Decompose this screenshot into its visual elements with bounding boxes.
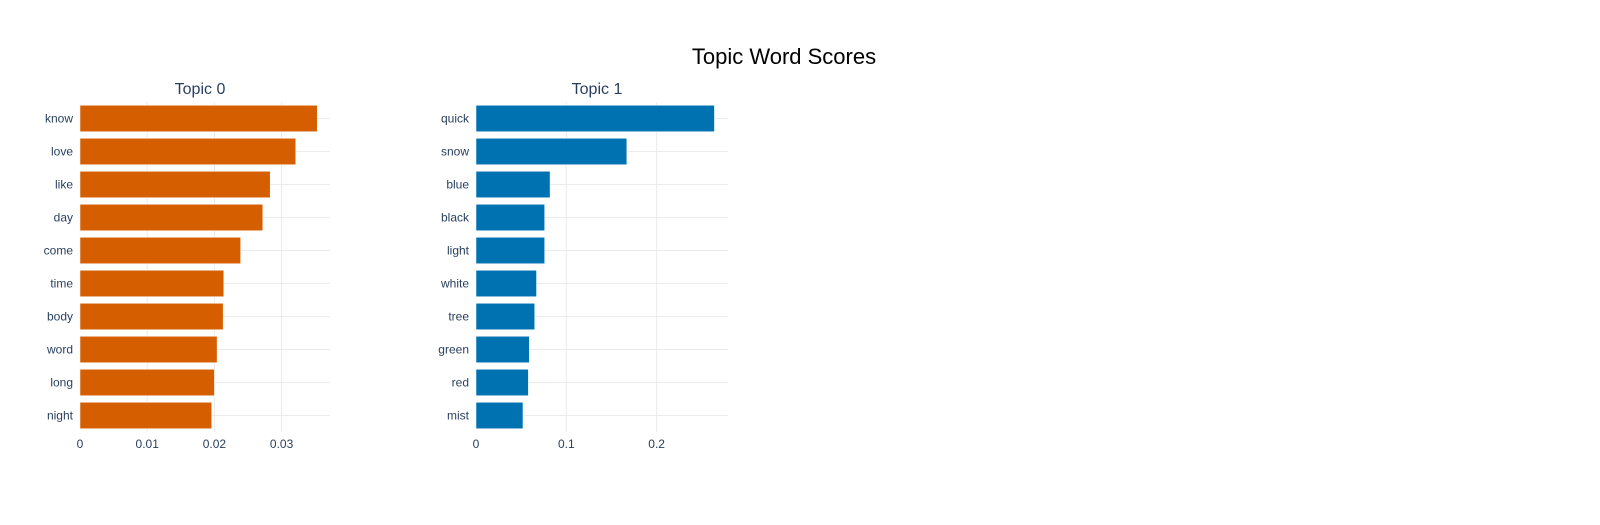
bar-white[interactable] [475, 270, 537, 297]
y-tick-label: day [54, 211, 73, 225]
bar-green[interactable] [475, 336, 530, 363]
chart-title: Topic Word Scores [692, 44, 876, 69]
y-tick-label: like [55, 178, 73, 192]
x-tick-label: 0.03 [270, 437, 294, 451]
bar-black[interactable] [475, 204, 545, 231]
bar-snow[interactable] [475, 138, 628, 165]
bar-like[interactable] [79, 171, 271, 198]
y-tick-label: long [50, 376, 73, 390]
bar-tree[interactable] [475, 303, 535, 330]
x-tick-label: 0 [473, 437, 480, 451]
x-tick-label: 0 [77, 437, 84, 451]
bar-long[interactable] [79, 369, 215, 396]
y-tick-label: love [51, 145, 73, 159]
y-tick-label: come [44, 244, 74, 258]
x-tick-label: 0.2 [648, 437, 665, 451]
bar-day[interactable] [79, 204, 264, 231]
subplot-title: Topic 0 [175, 81, 226, 98]
y-tick-label: word [46, 343, 73, 357]
bar-blue[interactable] [475, 171, 551, 198]
x-tick-label: 0.1 [558, 437, 575, 451]
bar-night[interactable] [79, 402, 212, 429]
y-tick-label: white [440, 277, 469, 291]
bar-know[interactable] [79, 105, 318, 132]
subplot-topic-1: Topic 1 quick snow blue black light white tree g… [438, 81, 728, 451]
bar-love[interactable] [79, 138, 296, 165]
bar-light[interactable] [475, 237, 545, 264]
y-tick-label: mist [447, 409, 470, 423]
y-tick-label: tree [448, 310, 469, 324]
subplot-topic-0: Topic 0 know love like day come time body word lo… [44, 81, 330, 451]
bar-mist[interactable] [475, 402, 524, 429]
bar-body[interactable] [79, 303, 224, 330]
y-tick-label: body [47, 310, 73, 324]
x-tick-label: 0.01 [136, 437, 160, 451]
y-tick-label: red [452, 376, 469, 390]
bar-quick[interactable] [475, 105, 715, 132]
bar-come[interactable] [79, 237, 241, 264]
y-tick-label: blue [446, 178, 469, 192]
bar-time[interactable] [79, 270, 225, 297]
y-tick-label: snow [441, 145, 469, 159]
y-tick-label: quick [441, 112, 470, 126]
subplot-title: Topic 1 [572, 81, 623, 98]
y-tick-label: green [438, 343, 469, 357]
bar-red[interactable] [475, 369, 529, 396]
y-tick-label: know [45, 112, 73, 126]
y-tick-label: light [447, 244, 470, 258]
y-tick-label: time [50, 277, 73, 291]
bar-word[interactable] [79, 336, 218, 363]
x-tick-label: 0.02 [203, 437, 227, 451]
y-tick-label: night [47, 409, 74, 423]
y-tick-label: black [441, 211, 470, 225]
